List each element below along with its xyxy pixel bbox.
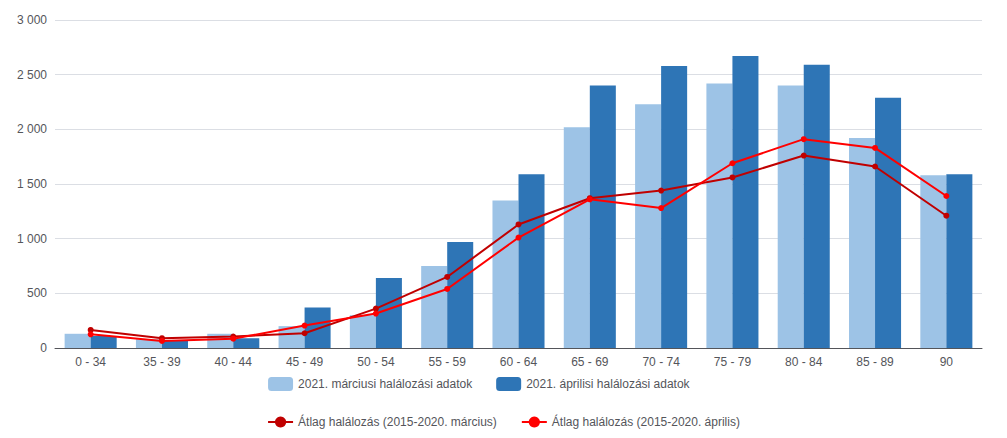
svg-text:2021. áprilisi halálozási adat: 2021. áprilisi halálozási adatok: [526, 377, 690, 391]
svg-text:65 - 69: 65 - 69: [571, 355, 609, 369]
svg-text:2 000: 2 000: [17, 122, 47, 136]
svg-text:2021. márciusi halálozási adat: 2021. márciusi halálozási adatok: [298, 377, 473, 391]
svg-text:80 - 84: 80 - 84: [785, 355, 823, 369]
svg-text:500: 500: [27, 286, 47, 300]
svg-text:1 500: 1 500: [17, 177, 47, 191]
svg-text:85 - 89: 85 - 89: [856, 355, 894, 369]
svg-text:Átlag halálozás (2015-2020. áp: Átlag halálozás (2015-2020. április): [552, 414, 740, 429]
svg-text:0: 0: [40, 341, 47, 355]
svg-text:1 000: 1 000: [17, 232, 47, 246]
svg-text:50 - 54: 50 - 54: [357, 355, 395, 369]
svg-text:0 - 34: 0 - 34: [75, 355, 106, 369]
svg-text:90: 90: [940, 355, 954, 369]
svg-text:Átlag halálozás (2015-2020. má: Átlag halálozás (2015-2020. március): [298, 414, 497, 429]
svg-text:35 - 39: 35 - 39: [143, 355, 181, 369]
svg-text:60 - 64: 60 - 64: [500, 355, 538, 369]
svg-text:3 000: 3 000: [17, 13, 47, 27]
svg-text:45 - 49: 45 - 49: [286, 355, 324, 369]
svg-text:2 500: 2 500: [17, 68, 47, 82]
svg-text:55 - 59: 55 - 59: [429, 355, 467, 369]
svg-text:40 - 44: 40 - 44: [215, 355, 253, 369]
svg-text:75 - 79: 75 - 79: [714, 355, 752, 369]
svg-text:70 - 74: 70 - 74: [642, 355, 680, 369]
